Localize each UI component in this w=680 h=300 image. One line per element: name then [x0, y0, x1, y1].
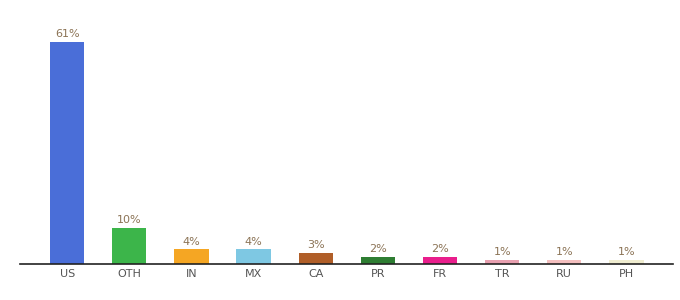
- Text: 2%: 2%: [369, 244, 387, 254]
- Text: 3%: 3%: [307, 240, 324, 250]
- Bar: [361, 257, 395, 264]
- Text: 1%: 1%: [556, 248, 573, 257]
- Bar: [112, 228, 146, 264]
- Bar: [299, 253, 333, 264]
- Text: 1%: 1%: [617, 248, 635, 257]
- Text: 10%: 10%: [117, 215, 141, 225]
- Text: 1%: 1%: [494, 248, 511, 257]
- Bar: [609, 260, 643, 264]
- Text: 61%: 61%: [55, 29, 80, 39]
- Bar: [174, 249, 209, 264]
- Bar: [50, 42, 84, 264]
- Bar: [485, 260, 520, 264]
- Bar: [547, 260, 581, 264]
- Bar: [423, 257, 457, 264]
- Text: 2%: 2%: [431, 244, 449, 254]
- Text: 4%: 4%: [182, 236, 201, 247]
- Bar: [237, 249, 271, 264]
- Text: 4%: 4%: [245, 236, 262, 247]
